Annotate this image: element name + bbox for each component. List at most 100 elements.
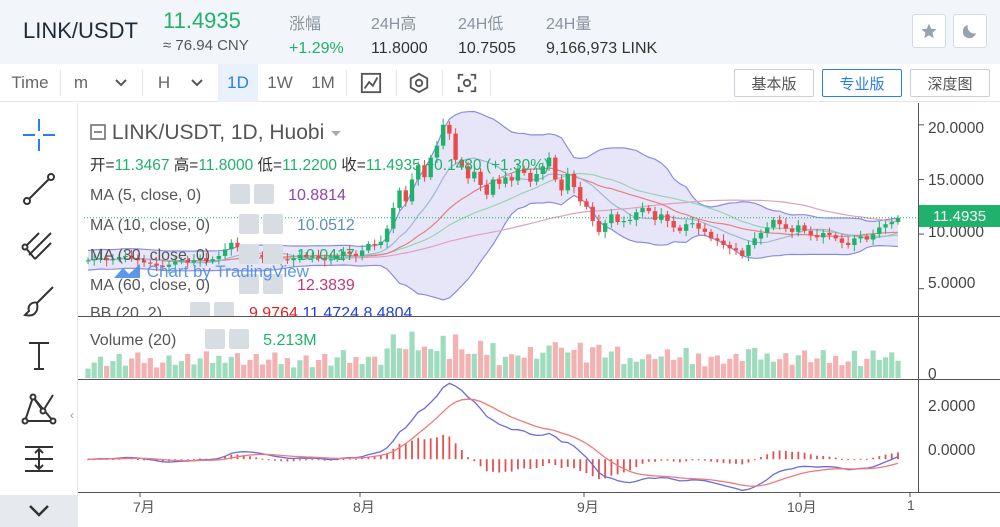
pair-name: LINK/USDT bbox=[23, 18, 138, 43]
macd-histogram-bar bbox=[379, 455, 382, 460]
candle bbox=[310, 255, 315, 258]
close-icon[interactable] bbox=[228, 329, 249, 349]
volume-bar bbox=[789, 364, 795, 378]
minute-select[interactable]: m bbox=[62, 64, 140, 102]
gear-icon[interactable] bbox=[238, 274, 259, 294]
pitchfork-tool[interactable] bbox=[14, 223, 64, 267]
volume-bar bbox=[471, 353, 477, 378]
volume-bar bbox=[783, 353, 789, 378]
indicator-value: 10.8814 bbox=[288, 187, 346, 204]
screenshot-button[interactable] bbox=[446, 64, 488, 102]
close-icon[interactable] bbox=[253, 184, 274, 204]
macd-histogram-bar bbox=[890, 453, 893, 460]
pitchfork-icon bbox=[21, 232, 52, 260]
high-label: 高= bbox=[173, 157, 199, 174]
candle bbox=[883, 224, 888, 228]
collapse-legend-icon[interactable] bbox=[90, 124, 106, 140]
volume-bar bbox=[839, 365, 845, 378]
volume-bar bbox=[509, 354, 515, 378]
gear-icon[interactable] bbox=[190, 302, 211, 316]
candle bbox=[615, 214, 620, 223]
gear-icon[interactable] bbox=[238, 244, 259, 264]
close-icon[interactable] bbox=[262, 244, 283, 264]
theme-toggle-button[interactable] bbox=[953, 14, 987, 48]
candle bbox=[571, 174, 577, 188]
stat-label: 24H高 bbox=[371, 16, 417, 33]
candle bbox=[322, 258, 327, 261]
volume-bar bbox=[714, 355, 720, 378]
low-label: 低= bbox=[257, 157, 283, 174]
price-tick: 5.0000 bbox=[928, 275, 976, 292]
macd-histogram-bar bbox=[784, 450, 787, 460]
volume-bar bbox=[353, 356, 359, 378]
view-depth-button[interactable]: 深度图 bbox=[910, 69, 990, 97]
candle bbox=[141, 260, 147, 263]
x-tick: 9月 bbox=[577, 499, 599, 515]
toolbar-divider bbox=[442, 70, 443, 96]
candle bbox=[440, 124, 446, 146]
crosshair-tool[interactable] bbox=[14, 113, 64, 157]
macd-histogram-bar bbox=[342, 458, 345, 460]
volume-bar bbox=[826, 362, 833, 378]
watermark-text: Chart by TradingView bbox=[146, 262, 309, 281]
close-icon[interactable] bbox=[262, 274, 283, 294]
interval-1d[interactable]: 1D bbox=[218, 64, 258, 102]
macd-histogram-bar bbox=[180, 459, 183, 461]
gear-icon[interactable] bbox=[204, 329, 225, 349]
brush-tool[interactable] bbox=[14, 279, 64, 323]
macd-histogram-bar bbox=[610, 459, 613, 476]
time-button[interactable]: Time bbox=[11, 73, 49, 92]
macd-histogram-bar bbox=[847, 459, 850, 461]
pattern-icon bbox=[21, 393, 57, 425]
candle bbox=[889, 222, 894, 225]
volume-bar bbox=[91, 362, 97, 378]
candle bbox=[696, 223, 701, 229]
chevron-down-icon bbox=[191, 79, 203, 87]
volume-bar bbox=[639, 359, 646, 378]
close-icon[interactable] bbox=[262, 214, 283, 234]
volume-bar bbox=[534, 358, 540, 378]
collapse-tools-button[interactable] bbox=[0, 495, 78, 527]
close-icon[interactable] bbox=[214, 302, 235, 316]
candle bbox=[384, 228, 390, 242]
measure-tool[interactable] bbox=[14, 437, 64, 481]
volume-bar bbox=[372, 356, 378, 378]
ma10-line bbox=[87, 157, 899, 264]
macd-histogram-bar bbox=[897, 452, 899, 460]
interval-1w[interactable]: 1W bbox=[267, 73, 293, 92]
text-tool[interactable] bbox=[14, 333, 64, 377]
chart-type-button[interactable] bbox=[350, 64, 392, 102]
candle bbox=[671, 220, 676, 228]
view-basic-button[interactable]: 基本版 bbox=[734, 69, 814, 97]
high-value: 11.8000 bbox=[198, 157, 254, 174]
candle bbox=[185, 260, 190, 263]
candle bbox=[179, 260, 184, 262]
volume-bar bbox=[882, 357, 889, 378]
hour-select[interactable]: H bbox=[146, 64, 216, 102]
macd-histogram-bar bbox=[716, 459, 719, 463]
gear-icon[interactable] bbox=[238, 214, 259, 234]
view-pro-button[interactable]: 专业版 bbox=[822, 69, 902, 97]
macd-histogram-bar bbox=[884, 454, 887, 460]
gear-icon[interactable] bbox=[229, 184, 250, 204]
macd-histogram-bar bbox=[666, 459, 669, 461]
candle bbox=[160, 265, 165, 267]
candle bbox=[602, 223, 608, 232]
macd-histogram-bar bbox=[317, 459, 320, 461]
macd-histogram-bar bbox=[224, 456, 226, 460]
volume-bar bbox=[334, 357, 340, 378]
candle bbox=[416, 165, 421, 180]
macd-histogram-bar bbox=[753, 459, 756, 461]
settings-button[interactable] bbox=[398, 64, 440, 102]
favorite-button[interactable] bbox=[912, 14, 946, 48]
pattern-tool[interactable] bbox=[14, 387, 64, 431]
bb-lower-line bbox=[87, 194, 899, 301]
side-collapse-arrow[interactable]: ‹ bbox=[70, 408, 74, 422]
candle bbox=[578, 187, 583, 202]
volume-bar bbox=[415, 350, 421, 378]
volume-bar bbox=[652, 359, 658, 378]
interval-1m[interactable]: 1M bbox=[311, 73, 335, 92]
macd-histogram-bar bbox=[803, 452, 806, 460]
trend-line-tool[interactable] bbox=[14, 167, 64, 211]
